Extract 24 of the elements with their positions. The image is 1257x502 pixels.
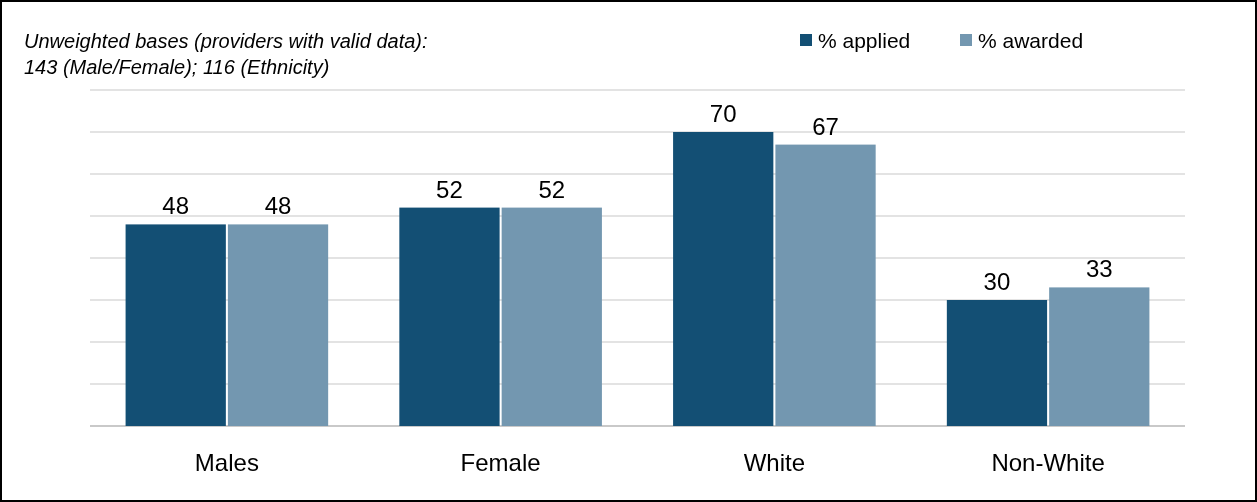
- data-label: 70: [709, 100, 737, 127]
- x-tick-label: Non-White: [991, 449, 1105, 476]
- bar: [501, 207, 602, 426]
- text: Unweighted bases (providers with valid data):: [24, 30, 428, 52]
- bar: [673, 132, 774, 426]
- x-tick-label: Males: [194, 449, 259, 476]
- bar: [946, 300, 1048, 426]
- bar: [227, 224, 329, 426]
- bar: [125, 224, 226, 426]
- x-tick-label: Female: [460, 449, 541, 476]
- legend-label: % applied: [818, 29, 911, 52]
- legend-label: % awarded: [978, 29, 1084, 52]
- data-label: 52: [436, 175, 463, 203]
- bar: [1049, 287, 1150, 426]
- data-label: 48: [264, 192, 292, 220]
- data-label: 30: [983, 268, 1011, 295]
- data-label: 67: [812, 112, 839, 140]
- bar: [775, 144, 876, 426]
- text: 143 (Male/Female); 116 (Ethnicity): [24, 56, 330, 78]
- x-tick-label: White: [743, 449, 806, 476]
- data-label: 48: [162, 192, 190, 220]
- bar: [399, 207, 500, 426]
- data-label: 33: [1085, 255, 1113, 283]
- data-label: 52: [538, 175, 566, 203]
